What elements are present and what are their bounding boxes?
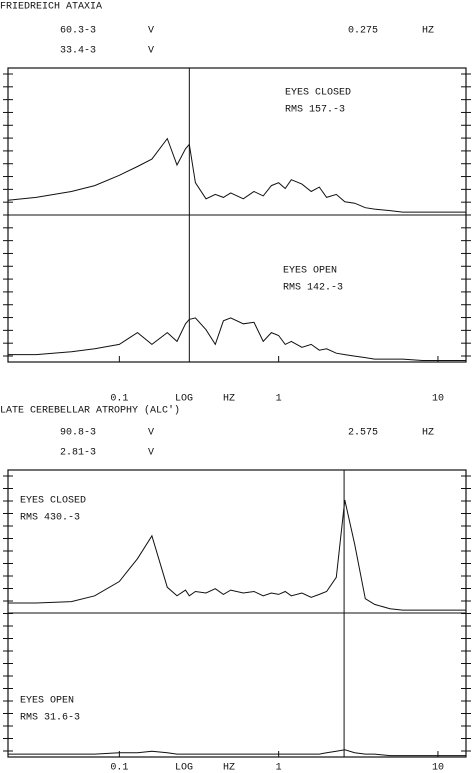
cursor-value: 2.575	[348, 428, 378, 439]
readout-unit: V	[148, 46, 154, 57]
rms-label: RMS 430.-3	[20, 513, 80, 524]
rms-label: RMS 142.-3	[283, 283, 343, 294]
readout-unit: V	[148, 26, 154, 37]
x-tick-label: 1	[276, 394, 282, 405]
spectrum-trace	[7, 137, 466, 213]
cursor-unit: HZ	[422, 26, 434, 37]
spectrum-trace	[8, 317, 466, 361]
x-tick-label: 0.1	[110, 394, 128, 405]
x-tick-label: 10	[432, 394, 444, 405]
x-tick-label: 1	[276, 763, 282, 773]
readout-value: 90.8-3	[60, 428, 96, 439]
chart-title: LATE CEREBELLAR ATROPHY (ALC')	[0, 405, 180, 417]
series-label: EYES OPEN	[20, 696, 74, 707]
series-label: EYES CLOSED	[20, 496, 86, 507]
series-label: EYES OPEN	[283, 266, 337, 277]
x-tick-label: 10	[432, 763, 444, 773]
readout-value: 60.3-3	[60, 26, 96, 37]
readout-unit: V	[148, 428, 154, 439]
cursor-unit: HZ	[422, 428, 434, 439]
readout-unit: V	[148, 448, 154, 459]
chart-title: FRIEDREICH ATAXIA	[0, 2, 102, 13]
x-axis-label: LOG HZ	[175, 763, 235, 773]
x-axis-label: LOG HZ	[175, 394, 235, 405]
readout-value: 33.4-3	[60, 46, 96, 57]
series-label: EYES CLOSED	[285, 88, 351, 99]
rms-label: RMS 31.6-3	[20, 713, 80, 724]
spectrum-trace	[8, 499, 466, 611]
x-tick-label: 0.1	[110, 763, 128, 773]
rms-label: RMS 157.-3	[285, 105, 345, 116]
readout-value: 2.81-3	[60, 448, 96, 459]
spectrum-trace	[8, 749, 466, 757]
cursor-value: 0.275	[348, 26, 378, 37]
